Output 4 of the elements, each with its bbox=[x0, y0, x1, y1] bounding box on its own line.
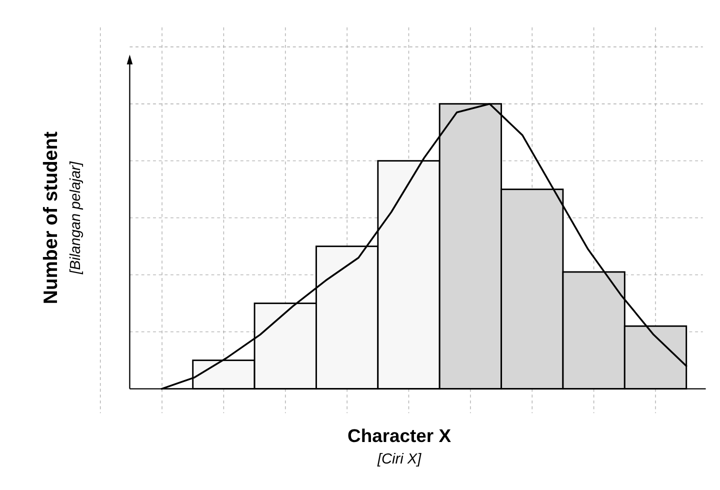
x-axis-title: Character X bbox=[348, 425, 452, 446]
text: [Ciri X] bbox=[376, 452, 422, 468]
y-axis-title: Number of student bbox=[40, 131, 62, 304]
text: [Bilangan pelajar] bbox=[68, 160, 84, 276]
